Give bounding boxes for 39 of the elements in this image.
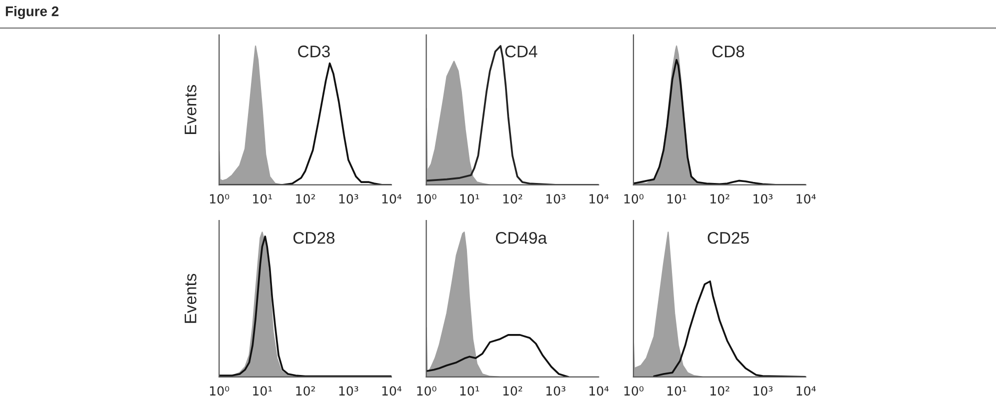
x-tick-label: 10⁴: [382, 194, 402, 204]
chart-title: CD25: [708, 232, 749, 244]
x-tick-label: 10⁴: [590, 194, 609, 204]
x-tick-label: 10⁰: [624, 386, 644, 396]
x-tick-label: 10³: [754, 194, 773, 204]
chart-title: CD4: [505, 46, 538, 58]
caption: Figure 2: [6, 6, 58, 20]
y-axis-title: Events: [184, 274, 196, 323]
x-tick-label: 10¹: [667, 386, 686, 396]
x-tick-label: 10¹: [460, 386, 480, 396]
x-tick-label: 10⁰: [417, 194, 436, 204]
chart-title: CD49a: [496, 232, 547, 244]
x-tick-label: 10²: [503, 194, 522, 204]
x-tick-label: 10³: [339, 194, 358, 204]
x-tick-label: 10⁰: [210, 386, 230, 396]
x-tick-label: 10⁴: [382, 386, 402, 396]
x-tick-label: 10⁴: [796, 194, 816, 204]
x-tick-label: 10³: [754, 386, 773, 396]
x-tick-label: 10⁴: [796, 386, 816, 396]
chart-title: CD28: [293, 232, 334, 244]
x-tick-label: 10²: [296, 386, 315, 396]
x-tick-label: 10⁰: [624, 194, 644, 204]
x-tick-label: 10¹: [253, 386, 272, 396]
x-tick-label: 10²: [710, 386, 730, 396]
chart-title: CD8: [712, 46, 744, 58]
x-tick-label: 10¹: [253, 194, 272, 204]
y-axis-title: Events: [184, 85, 196, 134]
x-tick-label: 10¹: [667, 194, 686, 204]
x-tick-label: 10³: [546, 194, 566, 204]
x-tick-label: 10²: [503, 386, 522, 396]
x-tick-label: 10³: [546, 386, 566, 396]
x-tick-label: 10²: [296, 194, 315, 204]
x-tick-label: 10⁰: [210, 194, 230, 204]
x-tick-label: 10⁰: [417, 386, 436, 396]
x-tick-label: 10⁴: [590, 386, 609, 396]
chart-title: CD3: [298, 46, 330, 58]
x-tick-label: 10²: [710, 194, 730, 204]
x-tick-label: 10¹: [460, 194, 480, 204]
x-tick-label: 10³: [339, 386, 358, 396]
